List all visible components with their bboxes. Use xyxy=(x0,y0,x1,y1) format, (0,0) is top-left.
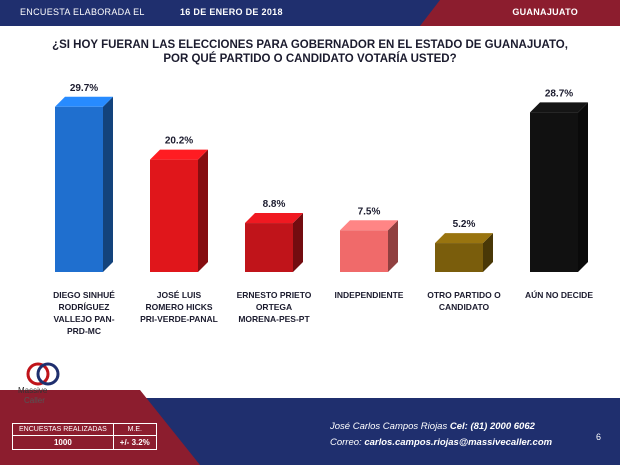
contact-name: José Carlos Campos Riojas xyxy=(330,421,448,432)
bar xyxy=(435,243,483,272)
category-label: VALLEJO PAN- xyxy=(53,314,114,324)
category-label: INDEPENDIENTE xyxy=(335,290,404,300)
bar-value-label: 28.7% xyxy=(545,88,573,99)
table-header-margin: M.E. xyxy=(112,423,157,436)
bar-value-label: 8.8% xyxy=(263,199,286,210)
bar-side xyxy=(483,233,493,272)
category-label: DIEGO SINHUÉ xyxy=(53,290,115,300)
category-label: PRD-MC xyxy=(67,326,101,336)
category-label: ERNESTO PRIETO xyxy=(237,290,312,300)
bar-top xyxy=(150,149,208,160)
bar xyxy=(530,112,578,272)
category-label: MORENA-PES-PT xyxy=(238,314,310,324)
bar-value-label: 7.5% xyxy=(358,206,381,217)
category-label: CANDIDATO xyxy=(439,302,490,312)
email-label: Correo: xyxy=(330,437,362,448)
table-value-surveys: 1000 xyxy=(12,435,114,450)
bar-side xyxy=(293,213,303,272)
category-label: AÚN NO DECIDE xyxy=(525,289,593,300)
category-label: ORTEGA xyxy=(256,302,292,312)
table-value-margin: +/- 3.2% xyxy=(112,435,157,450)
header-accent xyxy=(420,0,620,26)
title-line-2: POR QUÉ PARTIDO O CANDIDATO VOTARÍA USTE… xyxy=(163,53,457,65)
bar-top xyxy=(530,102,588,113)
contact-phone: Cel: (81) 2000 6062 xyxy=(449,421,535,432)
logo-text-caller: Caller xyxy=(24,396,45,405)
chart-title: ¿SI HOY FUERAN LAS ELECCIONES PARA GOBER… xyxy=(30,38,590,66)
logo-text-massive: Massive xyxy=(18,386,48,395)
bar-side xyxy=(103,96,113,272)
email-line: Correo: carlos.campos.riojas@massivecall… xyxy=(330,437,552,448)
bar-value-label: 29.7% xyxy=(70,83,98,94)
page-number: 6 xyxy=(596,432,602,442)
category-label: JOSÉ LUIS xyxy=(157,290,202,300)
contact-email[interactable]: carlos.campos.riojas@massivecaller.com xyxy=(364,437,553,448)
bar-top xyxy=(435,233,493,244)
bar-side xyxy=(578,102,588,272)
bar xyxy=(150,159,198,272)
bar-value-label: 20.2% xyxy=(165,136,193,147)
category-label: ROMERO HICKS xyxy=(145,302,212,312)
survey-label: ENCUESTA ELABORADA EL xyxy=(20,7,145,17)
category-label: RODRÍGUEZ xyxy=(59,302,110,312)
category-label: OTRO PARTIDO O xyxy=(427,290,501,300)
massive-caller-logo xyxy=(26,362,60,386)
state-name: GUANAJUATO xyxy=(512,7,578,17)
survey-stats-table: ENCUESTAS REALIZADAS M.E. 1000 +/- 3.2% xyxy=(12,423,157,450)
bar xyxy=(245,223,293,272)
contact-line: José Carlos Campos Riojas Cel: (81) 2000… xyxy=(330,421,535,432)
bar-top xyxy=(55,96,113,107)
survey-date: 16 DE ENERO DE 2018 xyxy=(180,7,283,17)
bar xyxy=(340,230,388,272)
bar-top xyxy=(340,220,398,231)
table-header-surveys: ENCUESTAS REALIZADAS xyxy=(12,423,114,436)
bar-top xyxy=(245,213,303,224)
bar-side xyxy=(198,149,208,272)
bar-value-label: 5.2% xyxy=(453,219,476,230)
bar xyxy=(55,106,103,272)
title-line-1: ¿SI HOY FUERAN LAS ELECCIONES PARA GOBER… xyxy=(52,39,568,51)
bar-side xyxy=(388,220,398,272)
category-label: PRI-VERDE-PANAL xyxy=(140,314,218,324)
